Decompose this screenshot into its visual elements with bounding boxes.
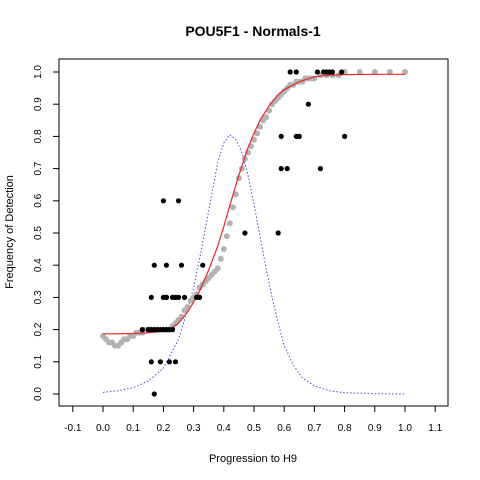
x-tick-label: 0.5: [247, 423, 261, 434]
y-axis: 0.0 0.1 0.2 0.3 0.4 0.5 0.6 0.7 0.8 0.9 1.0: [33, 65, 59, 401]
data-point: [157, 359, 163, 365]
x-tick-label: -0.1: [64, 423, 82, 434]
data-point: [242, 230, 248, 236]
data-point: [178, 262, 185, 268]
data-point: [181, 294, 188, 300]
smoothed-point: [226, 220, 233, 227]
data-point: [148, 294, 154, 300]
data-point: [151, 391, 157, 397]
x-axis: -0.1 0.0 0.1 0.2 0.3 0.4 0.5 0.6 0.7 0.8 0.9 1.0 1.1: [64, 406, 443, 434]
smoothed-point: [257, 123, 263, 130]
data-point: [278, 166, 284, 172]
data-point: [175, 198, 182, 204]
smoothed-point: [402, 69, 408, 75]
x-tick-label: 1.1: [428, 423, 442, 434]
x-tick-label: 0.8: [338, 423, 352, 434]
x-tick-label: 0.1: [126, 423, 140, 434]
data-point: [305, 101, 311, 107]
smoothed-point: [371, 69, 378, 75]
density-curve: [102, 134, 406, 395]
x-tick-label: 0.2: [156, 423, 170, 434]
smoothed-point: [214, 265, 221, 272]
y-tick-label: 0.4: [33, 258, 44, 272]
x-tick-label: 0.0: [96, 423, 110, 434]
smoothed-point: [386, 69, 393, 75]
y-tick-label: 0.2: [33, 322, 44, 336]
x-tick-label: 0.7: [307, 423, 321, 434]
smoothed-point: [223, 233, 230, 240]
points-layer: [139, 69, 348, 397]
data-point: [139, 327, 145, 333]
data-point: [151, 262, 157, 268]
smoothed-point: [220, 246, 227, 253]
y-tick-label: 0.9: [33, 97, 44, 111]
x-tick-label: 1.0: [398, 423, 412, 434]
data-point: [160, 198, 166, 204]
data-point: [278, 133, 284, 139]
data-point: [329, 69, 336, 75]
y-axis-label: Frequency of Detection: [4, 175, 16, 289]
chart-title: POU5F1 - Normals-1: [185, 23, 321, 39]
data-point: [317, 166, 323, 172]
y-tick-label: 0.6: [33, 193, 44, 207]
x-tick-label: 0.3: [187, 423, 201, 434]
data-point: [166, 359, 172, 365]
data-point: [197, 294, 203, 300]
smoothed-point: [232, 191, 239, 198]
data-point: [172, 294, 179, 300]
smoothed-point: [254, 130, 260, 137]
plot-frame: [58, 58, 449, 407]
y-tick-label: 0.5: [33, 226, 44, 240]
smoothed-point: [263, 114, 270, 121]
smoothed-point: [217, 255, 224, 262]
data-point: [148, 359, 154, 365]
x-axis-label: Progression to H9: [209, 453, 297, 465]
data-point: [169, 327, 176, 333]
y-tick-label: 0.8: [33, 129, 44, 143]
x-tick-label: 0.6: [277, 423, 291, 434]
x-tick-label: 0.9: [368, 423, 382, 434]
data-point: [339, 69, 345, 75]
y-tick-label: 0.1: [33, 354, 44, 368]
y-tick-label: 0.3: [33, 290, 44, 304]
data-point: [163, 294, 169, 300]
data-point: [287, 69, 293, 75]
smoothed-point: [356, 69, 363, 75]
data-point: [314, 69, 320, 75]
smoothed-points-layer: [100, 69, 408, 349]
data-point: [284, 166, 290, 172]
data-point: [296, 133, 302, 139]
y-tick-label: 1.0: [33, 65, 44, 79]
smoothed-point: [229, 204, 236, 211]
data-point: [200, 262, 206, 268]
data-point: [163, 262, 169, 268]
data-point: [275, 230, 281, 236]
data-point: [293, 69, 299, 75]
data-point: [172, 359, 179, 365]
density-curve-layer: [102, 134, 406, 395]
x-tick-label: 0.4: [217, 423, 231, 434]
y-tick-label: 0.7: [33, 161, 44, 175]
y-tick-label: 0.0: [33, 387, 44, 401]
data-point: [342, 133, 348, 139]
